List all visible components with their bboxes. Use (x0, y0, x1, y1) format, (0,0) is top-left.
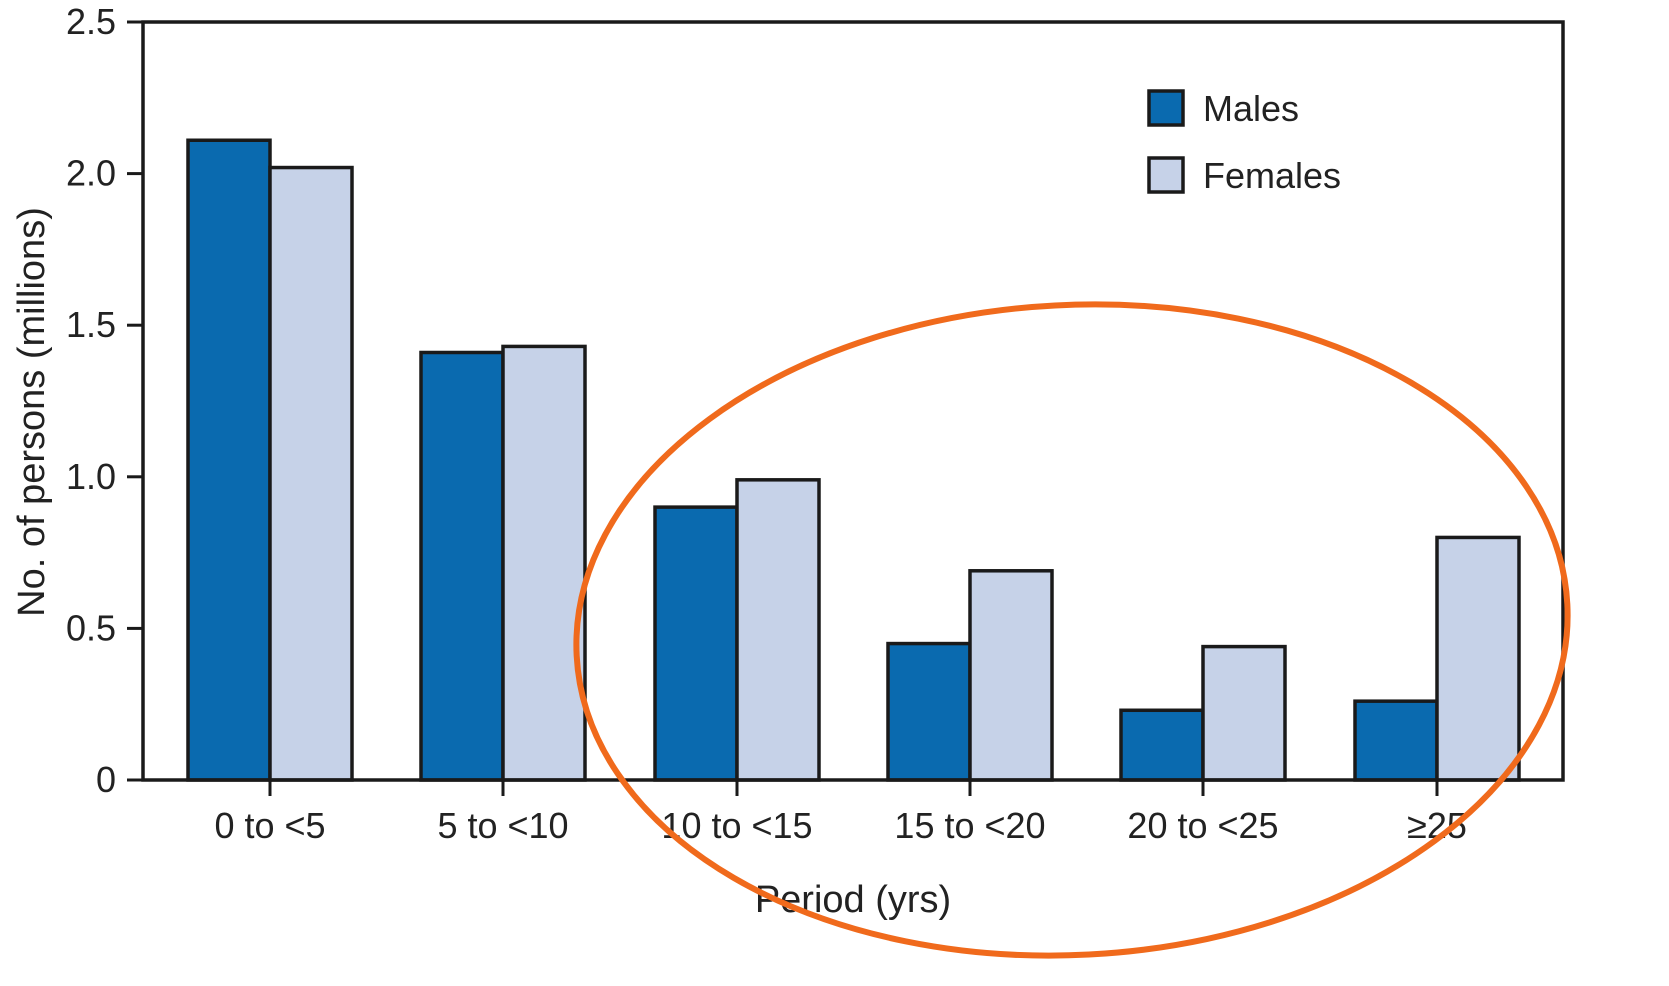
legend-swatch-females (1147, 156, 1185, 194)
y-axis-title: No. of persons (millions) (11, 207, 53, 617)
y-tick-label: 2.0 (66, 153, 116, 194)
bar-females-4 (1201, 644, 1287, 782)
annotation-layer (573, 301, 1571, 959)
x-axis-title: Period (yrs) (755, 879, 951, 921)
bar-males-1 (419, 350, 505, 782)
bars-layer (186, 138, 1521, 782)
bar-males-4 (1119, 708, 1205, 782)
x-tick-label: 0 to <5 (214, 805, 325, 846)
y-tick-label: 0 (96, 759, 116, 800)
x-tick-label: 10 to <15 (661, 805, 812, 846)
bar-females-5 (1435, 535, 1521, 782)
y-tick-label: 0.5 (66, 607, 116, 648)
legend-label-females: Females (1203, 155, 1341, 196)
bar-females-1 (501, 344, 587, 782)
bar-females-2 (735, 478, 821, 782)
highlight-ellipse (573, 301, 1571, 959)
bar-females-3 (968, 569, 1054, 782)
legend-swatch-males (1147, 89, 1185, 127)
bar-males-0 (186, 138, 272, 782)
legend-label-males: Males (1203, 88, 1299, 129)
axes-layer (127, 20, 1565, 796)
x-tick-label: 20 to <25 (1127, 805, 1278, 846)
bar-males-5 (1353, 699, 1439, 782)
x-tick-label: 15 to <20 (894, 805, 1045, 846)
y-tick-label: 1.0 (66, 456, 116, 497)
y-tick-label: 2.5 (66, 1, 116, 42)
legend: Males Females (1147, 88, 1341, 196)
bar-males-2 (653, 505, 739, 782)
y-tick-label: 1.5 (66, 304, 116, 345)
plot-frame (141, 20, 1565, 782)
bar-females-0 (268, 165, 354, 782)
bar-males-3 (886, 641, 972, 782)
x-tick-label: 5 to <10 (437, 805, 568, 846)
